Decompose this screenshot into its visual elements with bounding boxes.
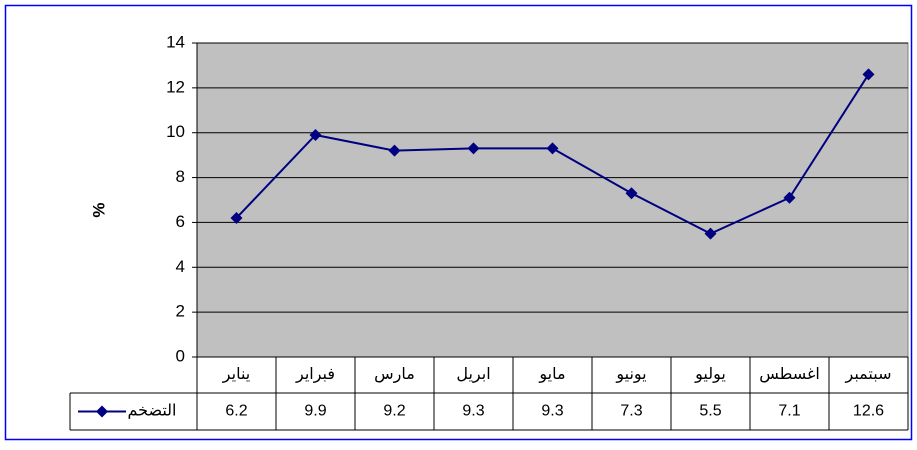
category-label: مارس: [374, 366, 415, 384]
marker: [704, 227, 717, 240]
y-tick-label: 6: [176, 212, 185, 231]
table-value: 7.3: [620, 403, 642, 420]
y-tick-label: 10: [166, 122, 185, 141]
marker: [467, 142, 480, 155]
category-label: يونيو: [615, 366, 646, 384]
y-axis-label: %: [89, 202, 108, 217]
y-tick-label: 2: [176, 302, 185, 321]
category-label: مايو: [538, 366, 565, 384]
table-value: 12.6: [853, 403, 884, 420]
table-value: 7.1: [778, 403, 800, 420]
marker: [388, 144, 401, 157]
marker: [309, 128, 322, 141]
marker: [546, 142, 559, 155]
y-tick-label: 14: [166, 32, 185, 51]
legend-label: التضخم: [128, 403, 177, 420]
y-tick-label: 4: [176, 257, 185, 276]
y-tick-label: 0: [176, 346, 185, 365]
marker: [862, 68, 875, 81]
category-label: يوليو: [694, 366, 726, 384]
category-label: يناير: [222, 366, 250, 384]
category-label: اغسطس: [759, 366, 820, 384]
legend-marker: [96, 405, 108, 418]
y-tick-label: 8: [176, 167, 185, 186]
marker: [230, 211, 243, 224]
table-value: 9.9: [304, 403, 326, 420]
y-tick-label: 12: [166, 77, 185, 96]
table-value: 9.3: [462, 403, 484, 420]
marker: [783, 191, 796, 204]
table-value: 6.2: [225, 403, 247, 420]
marker: [625, 187, 638, 200]
table-value: 9.3: [541, 403, 563, 420]
category-label: فبراير: [295, 366, 335, 384]
table-value: 9.2: [383, 403, 405, 420]
category-label: سبتمبر: [845, 366, 892, 384]
category-label: ابريل: [456, 366, 490, 384]
table-value: 5.5: [699, 403, 721, 420]
plot-background: [196, 42, 909, 358]
